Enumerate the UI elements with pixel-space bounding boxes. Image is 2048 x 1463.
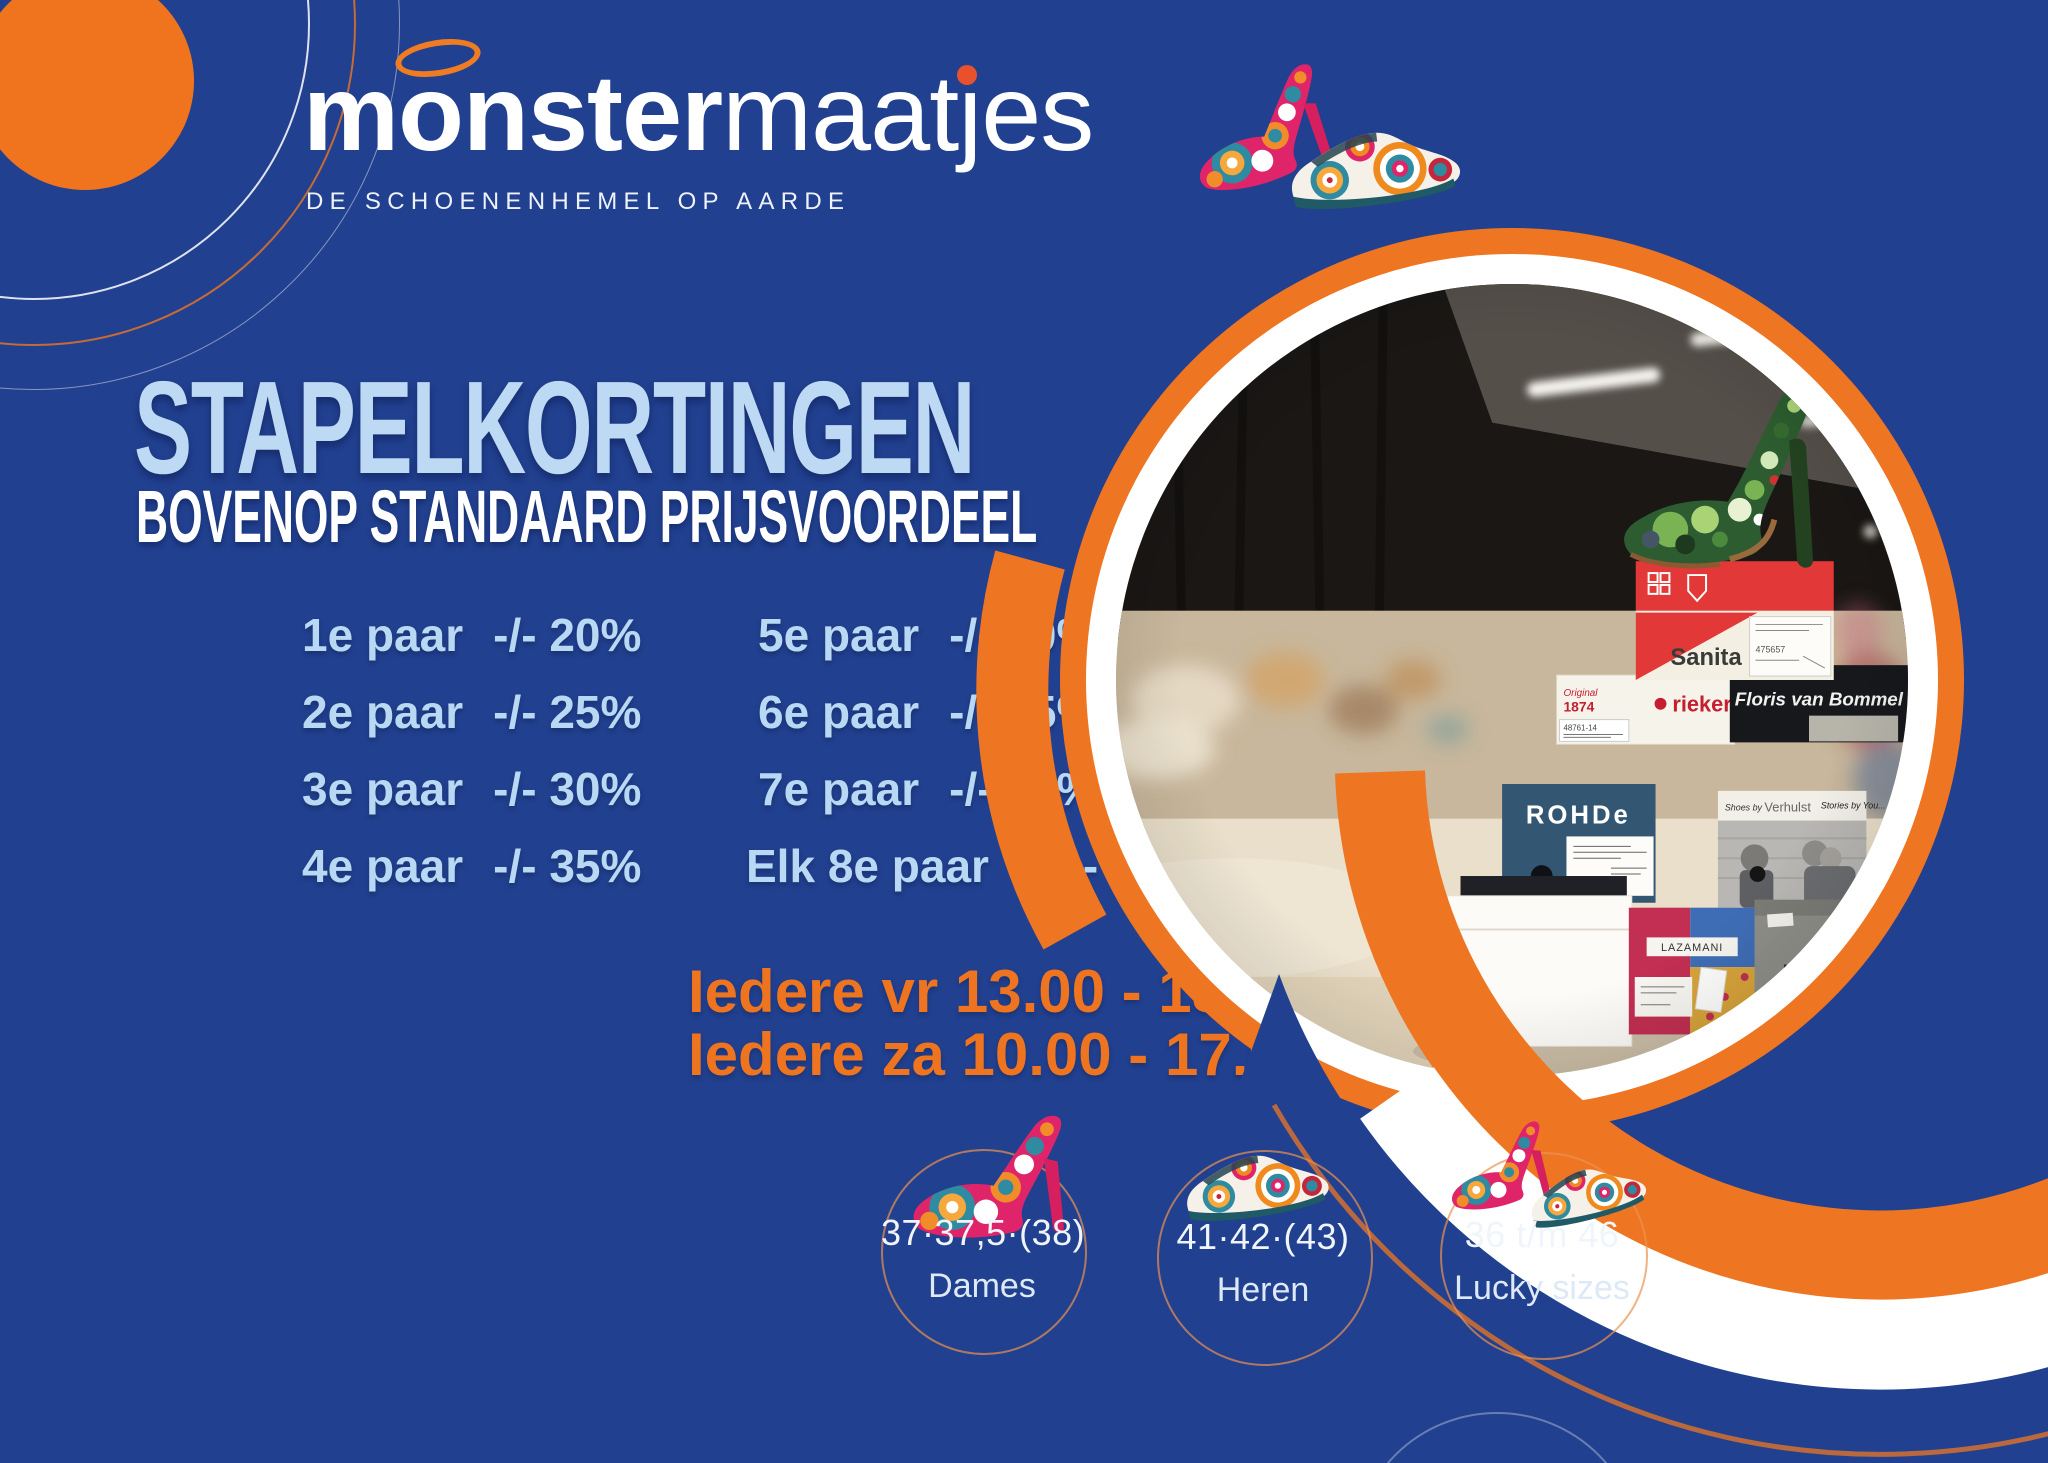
discount-row: 3e paar -/- 30% — [302, 762, 642, 815]
discount-label: 7e paar — [758, 763, 920, 815]
size-badge-dames — [881, 1149, 1087, 1355]
brand-wordmark: monstermaatjes — [303, 56, 1094, 170]
discount-row: 2e paar -/- 25% — [302, 685, 642, 738]
discount-value: -/- 35% — [493, 840, 642, 892]
discount-label: Elk 8e paar — [746, 840, 989, 892]
discount-label: 6e paar — [758, 686, 920, 738]
badge-text-dames: 37·37,5·(38) Dames — [881, 1212, 1086, 1306]
badge-group: Lucky sizes — [1454, 1269, 1630, 1307]
discount-label: 4e paar — [302, 840, 464, 892]
logo-tagline: DE SCHOENENHEMEL OP AARDE — [306, 188, 851, 215]
badge-sizes: 36 t/m 46 — [1464, 1214, 1620, 1255]
crescent-arc — [976, 550, 1107, 950]
badge-sizes: 37·37,5·(38) — [881, 1212, 1086, 1253]
page-title: STAPELKORTINGEN — [134, 354, 975, 501]
brand-bold-text: monster — [303, 52, 723, 173]
size-badge-heren — [1157, 1150, 1373, 1366]
discount-column-left: 1e paar -/- 20% 2e paar -/- 25% 3e paar -/-… — [302, 608, 641, 916]
badge-text-heren: 41·42·(43) Heren — [1157, 1216, 1369, 1310]
size-badge-lucky — [1440, 1152, 1648, 1360]
discount-label: 3e paar — [302, 763, 464, 815]
discount-label: 1e paar — [302, 609, 464, 661]
discount-value: -/- 25% — [493, 686, 642, 738]
brand-light-text: maatjes — [722, 52, 1094, 173]
discount-label: 2e paar — [302, 686, 464, 738]
badge-group: Dames — [928, 1267, 1036, 1305]
discount-value: -/- 30% — [493, 763, 642, 815]
discount-value: -/- 20% — [493, 609, 642, 661]
badge-text-lucky: 36 t/m 46 Lucky sizes — [1440, 1214, 1644, 1308]
badge-sizes: 41·42·(43) — [1176, 1216, 1350, 1257]
brand-j-with-orange-dot: j — [957, 52, 982, 173]
discount-label: 5e paar — [758, 609, 920, 661]
page-subtitle: BOVENOP STANDAARD PRIJSVOORDEEL — [136, 475, 1038, 558]
discount-row: 1e paar -/- 20% — [302, 608, 642, 661]
discount-row: 4e paar -/- 35% — [302, 839, 642, 892]
badge-group: Heren — [1216, 1271, 1310, 1309]
